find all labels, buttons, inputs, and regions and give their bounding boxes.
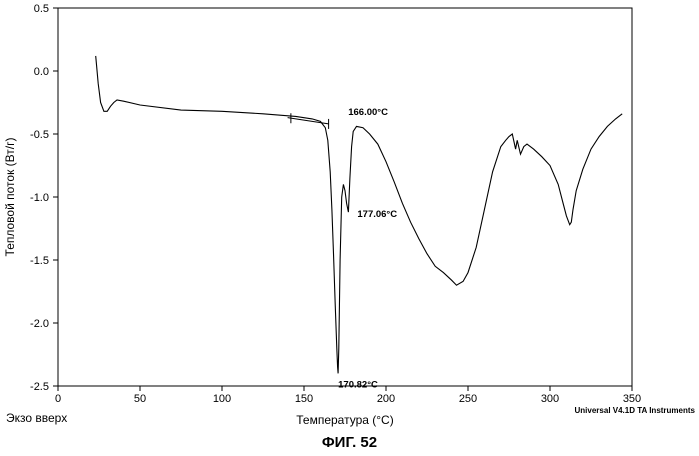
y-axis-label: Тепловой поток (Вт/г) bbox=[3, 138, 17, 257]
peak-annotation: 177.06°C bbox=[357, 209, 397, 220]
x-axis-label: Температура (°C) bbox=[296, 413, 393, 427]
peak-annotation: 166.00°C bbox=[348, 107, 388, 118]
peak-annotation: 170.82°C bbox=[338, 379, 378, 390]
x-tick-label: 0 bbox=[55, 393, 61, 405]
y-tick-label: -2.0 bbox=[30, 318, 49, 330]
x-axis: 0 50 100 150 200 250 300 350 bbox=[55, 386, 641, 405]
baseline-markers bbox=[290, 113, 330, 129]
y-tick-label: 0.0 bbox=[34, 66, 49, 78]
x-tick-label: 50 bbox=[134, 393, 146, 405]
peak-annotations: 166.00°C 177.06°C 170.82°C bbox=[338, 107, 397, 390]
figure-caption: ФИГ. 52 bbox=[321, 434, 378, 451]
x-tick-label: 300 bbox=[541, 393, 559, 405]
instrument-label: Universal V4.1D TA Instruments bbox=[574, 406, 695, 415]
y-tick-label: -0.5 bbox=[30, 129, 49, 141]
exo-direction-label: Экзо вверх bbox=[6, 411, 68, 425]
plot-frame bbox=[57, 7, 633, 387]
y-tick-label: -1.5 bbox=[30, 255, 49, 267]
y-tick-label: 0.5 bbox=[34, 3, 49, 15]
y-axis: 0.5 0.0 -0.5 -1.0 -1.5 -2.0 -2.5 bbox=[30, 3, 58, 393]
x-tick-label: 150 bbox=[295, 393, 313, 405]
x-tick-label: 200 bbox=[377, 393, 395, 405]
heat-flow-curve bbox=[95, 55, 623, 374]
y-tick-label: -2.5 bbox=[30, 381, 49, 393]
x-tick-label: 100 bbox=[213, 393, 231, 405]
x-tick-label: 250 bbox=[459, 393, 477, 405]
x-tick-label: 350 bbox=[623, 393, 641, 405]
y-tick-label: -1.0 bbox=[30, 192, 49, 204]
